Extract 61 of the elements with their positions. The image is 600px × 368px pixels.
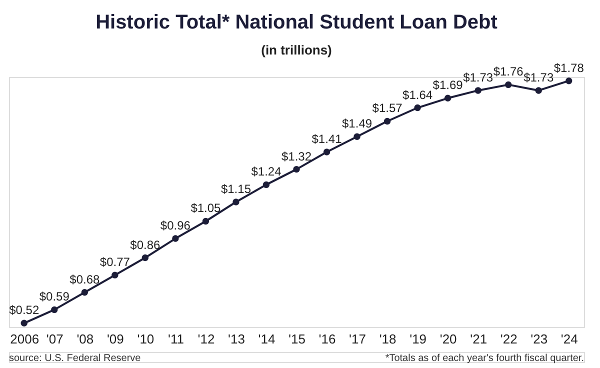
x-tick-label: '14	[258, 332, 276, 346]
point	[354, 133, 360, 140]
data-label: $1.73	[524, 70, 554, 84]
x-tick-label: '12	[198, 332, 215, 346]
point	[262, 181, 270, 188]
point	[474, 87, 482, 94]
chart-subtitle: (in trillions)	[261, 42, 332, 58]
point	[384, 118, 391, 125]
point	[81, 289, 88, 296]
x-tick-label: '21	[470, 332, 488, 346]
data-label: $1.41	[312, 132, 342, 146]
point	[293, 166, 300, 173]
x-tick-label: '09	[106, 332, 124, 346]
chart-title: Historic Total* National Student Loan Debt	[96, 11, 498, 34]
data-label: $1.15	[220, 182, 252, 196]
data-label: $1.64	[402, 88, 433, 102]
data-label: $1.32	[281, 149, 312, 164]
point	[172, 235, 179, 242]
text: *Totals as of each year's fourth fiscal quarter.	[385, 353, 584, 364]
point	[323, 148, 330, 156]
x-tick-label: '13	[228, 332, 245, 346]
data-label: $0.68	[70, 272, 100, 286]
point	[232, 198, 240, 206]
x-tick-label: '22	[500, 332, 518, 346]
data-label: $1.57	[372, 101, 403, 116]
x-tick-label: '07	[46, 332, 64, 346]
data-label: $1.76	[493, 64, 524, 79]
point	[414, 104, 421, 112]
data-label: $0.77	[100, 255, 130, 270]
source-note: source: U.S. Federal Reserve	[9, 353, 142, 364]
data-label: $0.52	[9, 303, 40, 318]
x-tick-label: '17	[349, 332, 366, 346]
data-label: $1.24	[251, 164, 282, 179]
point	[444, 94, 452, 102]
point	[535, 87, 542, 94]
data-label: $0.59	[39, 290, 70, 304]
point	[504, 81, 512, 88]
x-tick-label: '11	[168, 332, 184, 346]
x-tick-label: '16	[318, 332, 336, 346]
x-tick-label: '19	[410, 332, 427, 346]
x-tick-label: '24	[560, 332, 578, 346]
data-label: $0.96	[160, 218, 191, 233]
data-label: $1.69	[432, 78, 464, 92]
point	[202, 218, 210, 225]
data-label: $1.05	[190, 201, 222, 216]
x-tick-label: '18	[379, 332, 396, 346]
x-tick-label: '20	[440, 332, 457, 346]
x-tick-label: '10	[137, 332, 154, 346]
point	[566, 78, 572, 84]
point	[112, 272, 118, 278]
data-label: $1.73	[463, 70, 494, 84]
x-tick-label: '15	[288, 332, 306, 346]
data-label: $1.49	[342, 116, 372, 131]
point	[51, 306, 58, 314]
x-tick-label: '23	[530, 332, 548, 346]
x-tick-label: 2006	[10, 332, 40, 346]
data-label: $0.86	[130, 238, 161, 252]
data-label: $1.78	[554, 60, 584, 75]
x-tick-label: '08	[76, 332, 94, 346]
point	[142, 254, 149, 262]
point	[20, 320, 28, 326]
